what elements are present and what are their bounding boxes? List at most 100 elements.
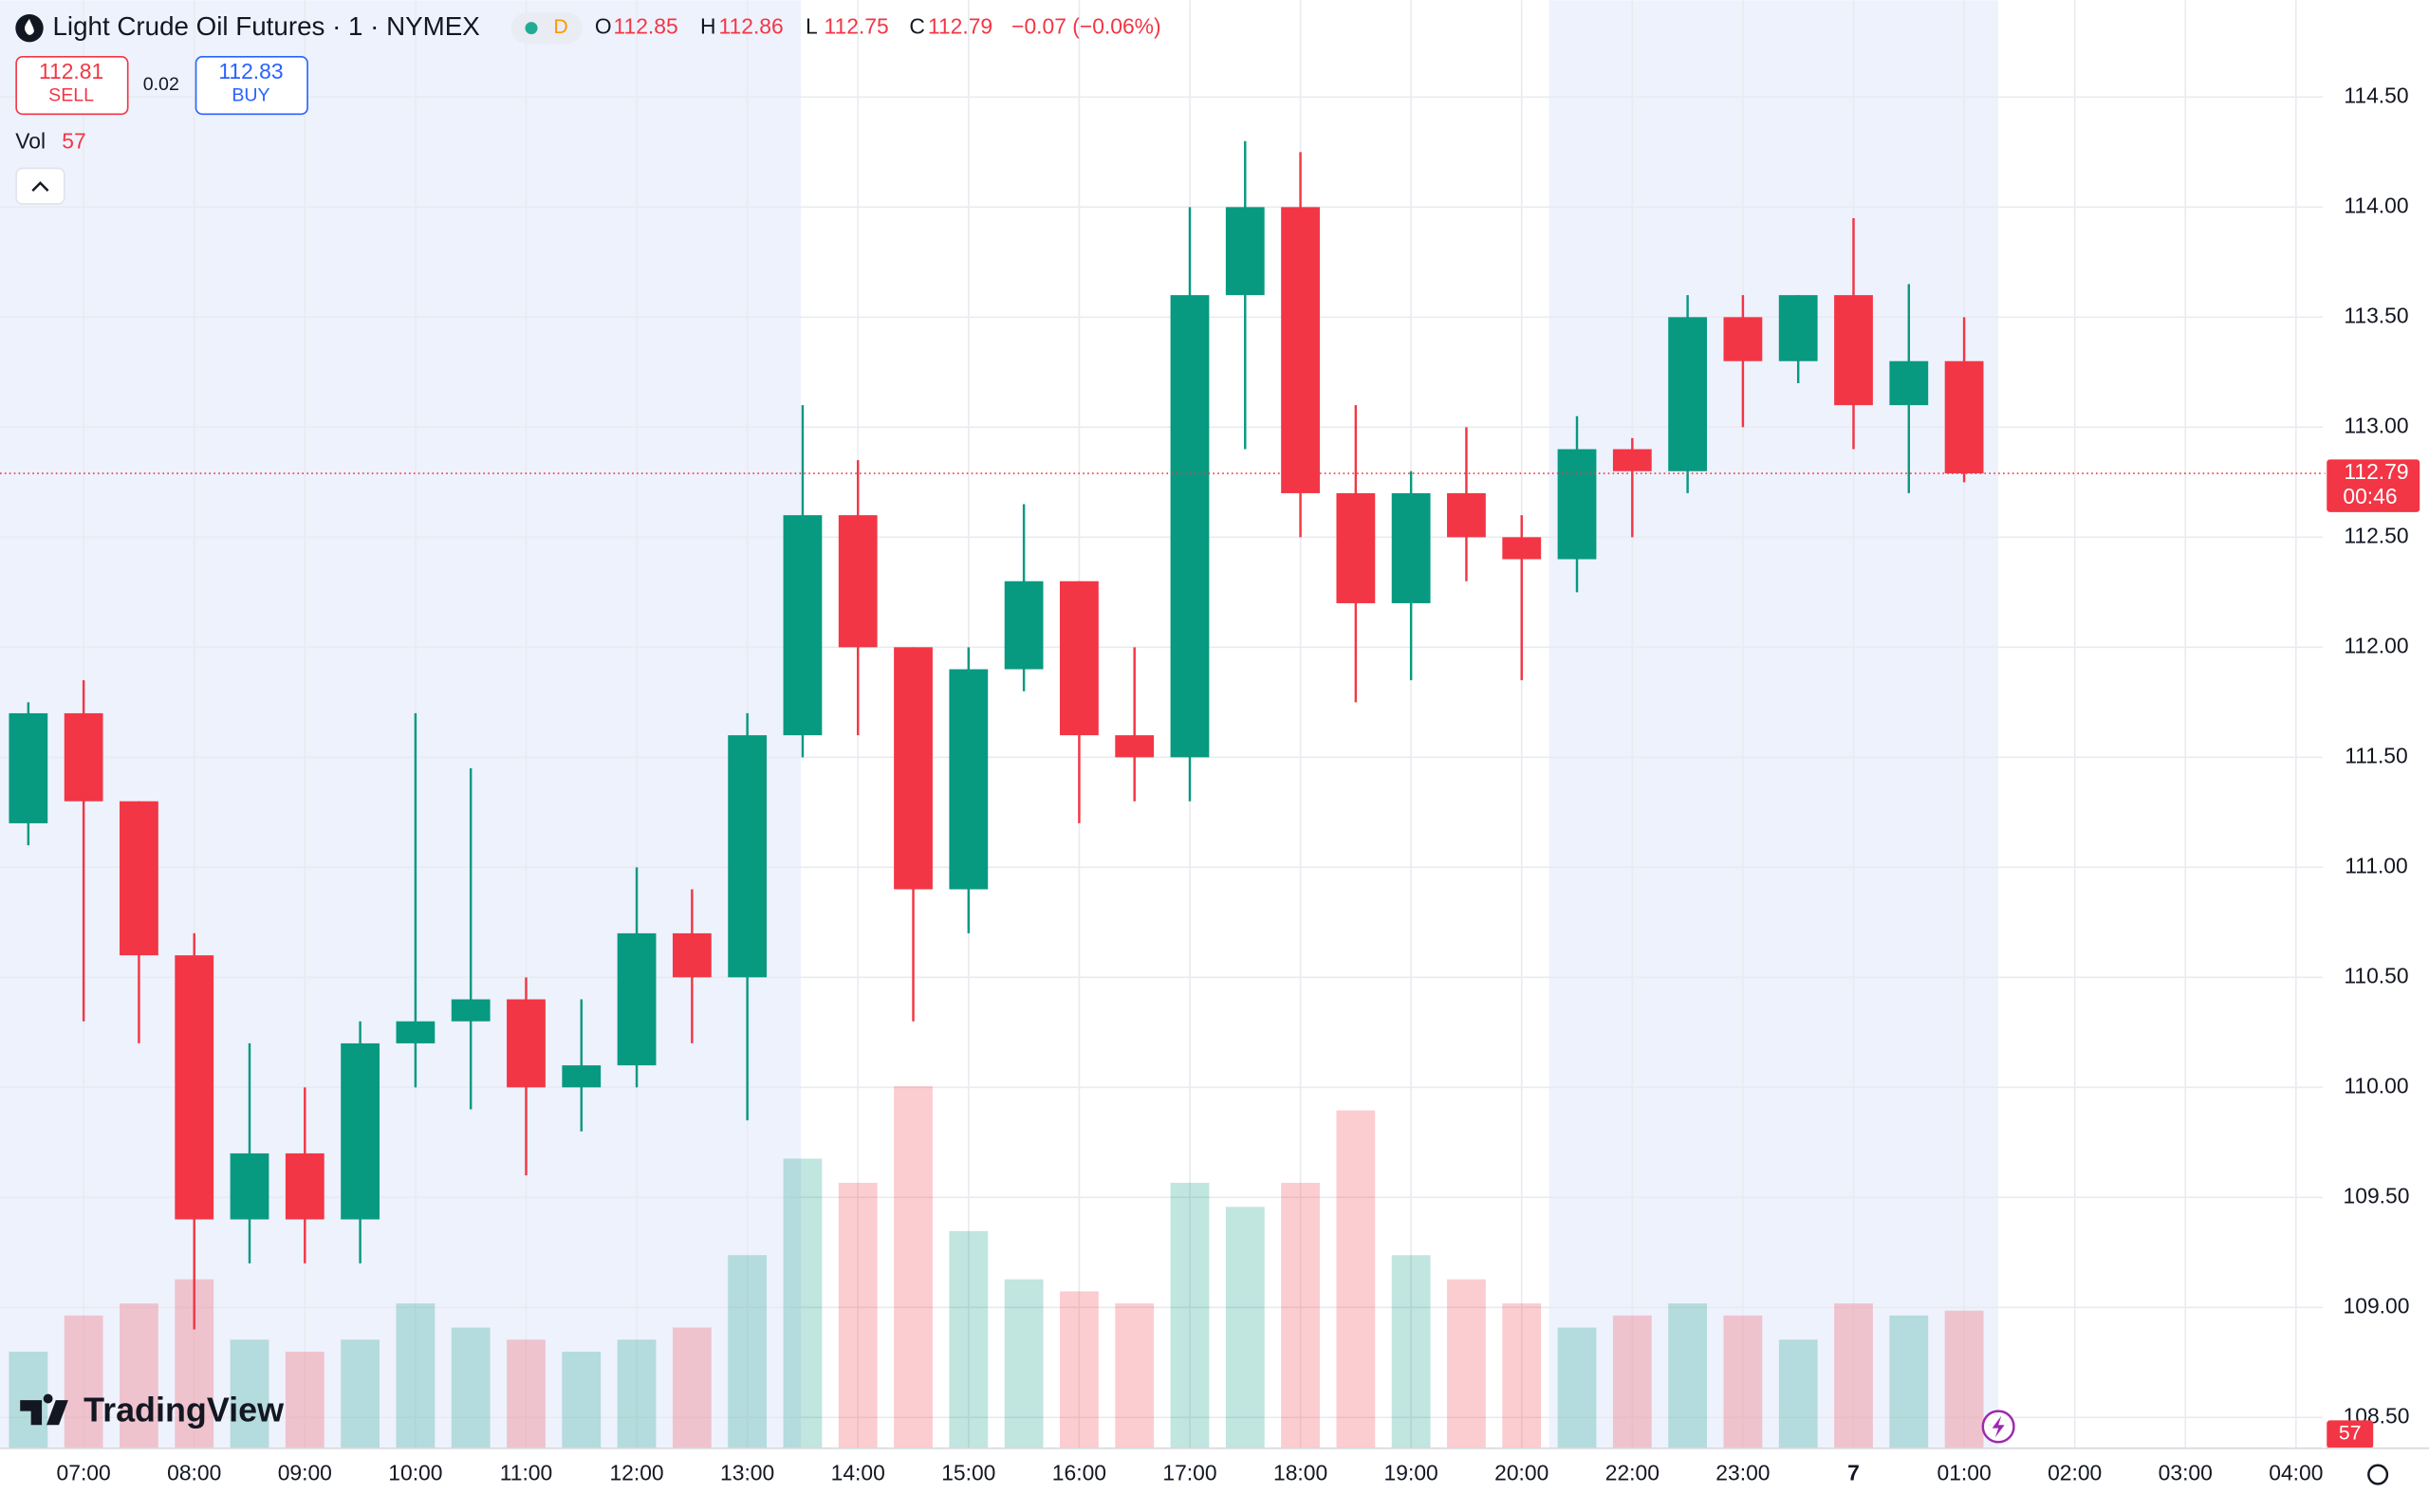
candle-body [120,801,158,956]
volume-bar [341,1339,380,1448]
badge-label: D [553,16,567,38]
session-shade [1548,0,1999,1448]
volume-bar [507,1339,546,1448]
candle-body [1557,449,1597,560]
legend-key: L [806,14,818,39]
status-badge[interactable] [510,12,583,44]
candle-body [341,1042,380,1220]
candle-body [451,999,491,1022]
candle-body [783,515,823,736]
candle-body [285,1152,324,1220]
x-tick-label: 14:00 [831,1461,885,1485]
x-tick-label: 11:00 [500,1461,552,1485]
candle-body [1170,295,1210,758]
candle-body [9,712,48,823]
volume-bar [64,1315,103,1448]
brand-name: TradingView [83,1391,284,1429]
symbol-title[interactable]: Light Crude Oil Futures · 1 · NYMEX [53,11,480,41]
x-tick-label: 10:00 [388,1461,442,1485]
volume-bar [728,1255,768,1448]
y-tick-label: 114.50 [2344,83,2408,107]
legend-value: 112.75 [825,14,889,39]
volume-bar [1059,1291,1099,1448]
legend-key: H [700,14,716,39]
volume-bar [1336,1110,1376,1448]
legend-key: C [909,14,925,39]
candle-body [1889,360,1929,406]
legend-value: 112.86 [719,14,784,39]
volume-tag-label: 57 [2339,1423,2362,1445]
x-tick-label: 19:00 [1384,1461,1438,1485]
price-change: −0.07 (−0.06%) [1011,14,1160,39]
session-shade [0,0,802,1448]
sell-label: SELL [48,85,94,106]
volume-bar [783,1158,823,1448]
volume-bar [1778,1339,1818,1448]
volume-bar [838,1182,878,1448]
x-tick-label: 20:00 [1494,1461,1548,1485]
volume-bar [9,1352,48,1448]
y-tick-label: 110.00 [2344,1073,2408,1097]
y-tick-label: 112.00 [2344,633,2408,657]
y-tick-label: 113.50 [2344,303,2408,327]
sell-button[interactable] [15,56,129,116]
volume-bar [1004,1279,1044,1448]
brand-logo [20,1393,68,1426]
candle-body [507,999,546,1088]
x-tick-label: 07:00 [57,1461,111,1485]
last-price-tag [2327,459,2420,512]
buy-price: 112.83 [218,59,283,83]
candle-body [1778,295,1818,361]
drop-icon [25,18,34,35]
x-tick-label: 7 [1847,1461,1860,1485]
volume-bar [120,1303,158,1448]
x-tick-label: 02:00 [2048,1461,2102,1485]
x-tick-label: 12:00 [609,1461,663,1485]
volume-bar [1170,1182,1210,1448]
volume-bar [562,1352,602,1448]
candle-body [1115,735,1155,758]
legend-key: O [595,14,612,39]
candle-body [1944,360,1984,474]
volume-tag [2327,1420,2374,1448]
candle-body [1336,492,1376,603]
candle-body [1281,207,1320,493]
candle-body [562,1065,602,1088]
candle-body [1723,317,1763,361]
legend-value: 112.85 [614,14,678,39]
y-tick-label: 111.00 [2345,853,2407,877]
x-tick-label: 09:00 [278,1461,332,1485]
volume-bar [396,1303,436,1448]
x-tick-label: 15:00 [941,1461,995,1485]
ohlc-legend: O 112.85 H 112.86 L 112.75 C 112.79 [595,14,992,39]
candle-body [1447,492,1486,538]
volume-bar [1115,1303,1155,1448]
candle-body [894,647,933,890]
volume-bar [672,1327,712,1448]
volume-legend: Vol [15,129,46,154]
x-tick-label: 22:00 [1605,1461,1660,1485]
volume-bar [230,1339,269,1448]
volume-bar [894,1086,933,1448]
x-tick-label: 18:00 [1273,1461,1327,1485]
candle-body [1225,207,1265,296]
y-tick-label: 111.50 [2345,743,2407,767]
x-tick-label: 03:00 [2159,1461,2213,1485]
countdown: 00:46 [2343,484,2397,508]
candle-body [1668,317,1708,471]
volume-bar [451,1327,491,1448]
buy-button[interactable] [195,56,308,116]
status-dot [525,22,538,35]
volume-bar [1225,1207,1265,1448]
x-tick-label: 16:00 [1052,1461,1106,1485]
settings-button[interactable] [2367,1464,2389,1485]
volume-bar [1557,1327,1597,1448]
x-tick-label: 08:00 [167,1461,221,1485]
volume-bars [9,1086,1984,1448]
candle-body [838,515,878,648]
x-tick-label: 23:00 [1715,1461,1770,1485]
volume-bar [617,1339,657,1448]
caret-icon [31,181,49,192]
collapse-button[interactable] [15,167,65,205]
